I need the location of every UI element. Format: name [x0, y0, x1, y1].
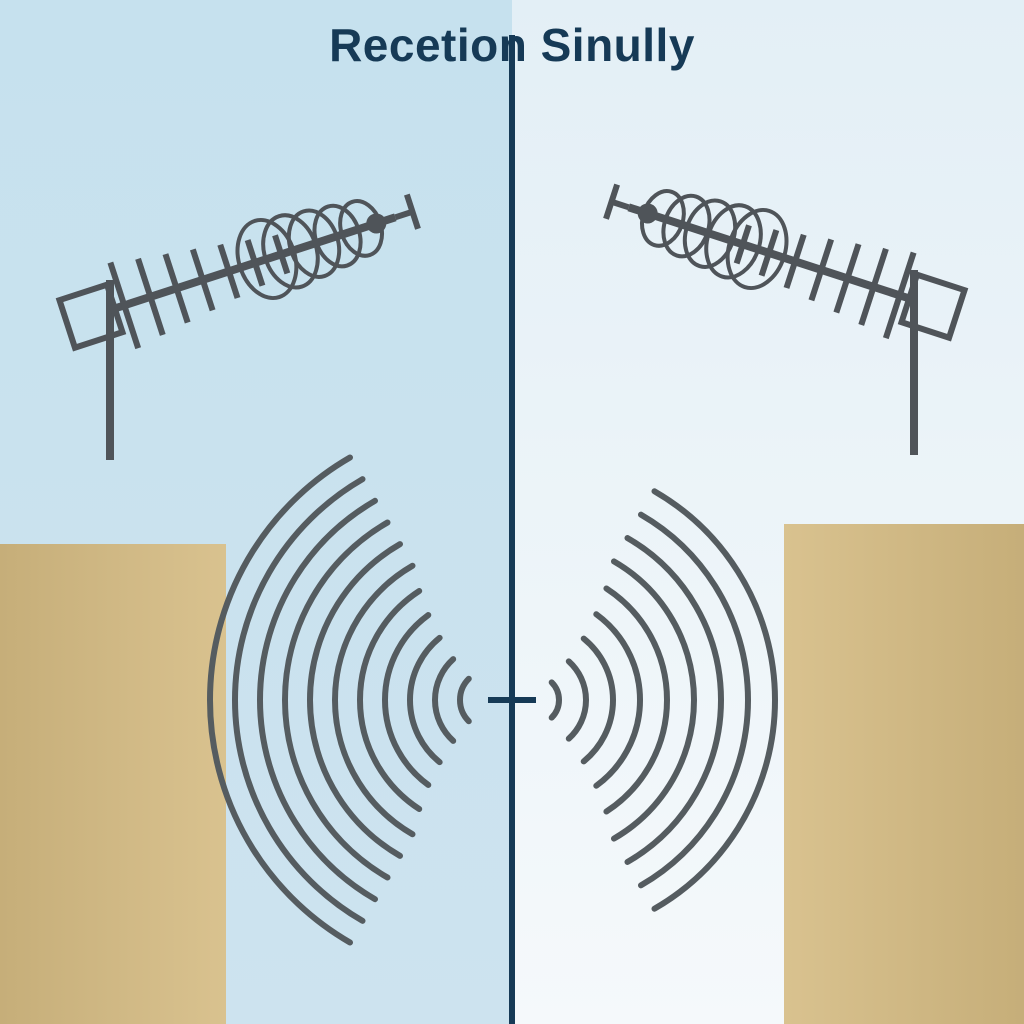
center-cross: [488, 697, 536, 703]
antenna-tip-ball: [638, 203, 658, 223]
diagram-canvas: Recetion Sinully: [0, 0, 1024, 1024]
center-divider: [509, 35, 515, 1024]
